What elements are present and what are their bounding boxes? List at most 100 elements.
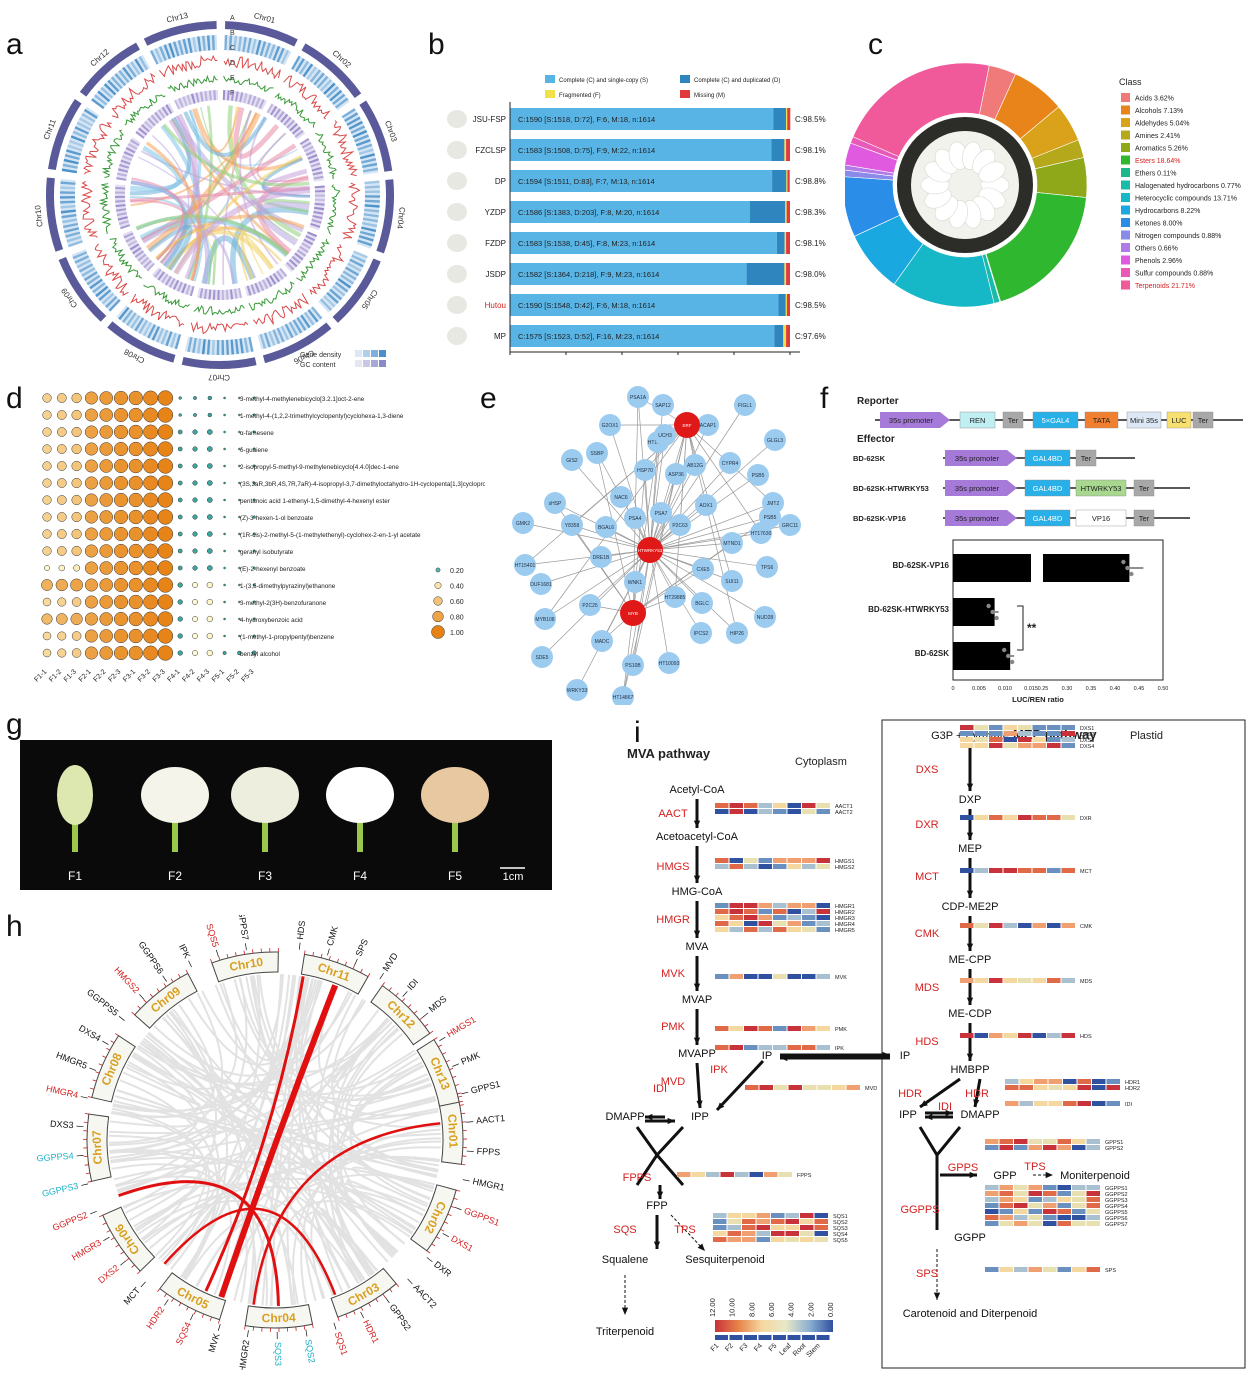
- purple-mark: [221, 289, 225, 300]
- gene-label: MVD: [381, 950, 401, 973]
- heatmap-cell: [1061, 725, 1075, 730]
- purple-mark: [243, 93, 248, 104]
- sample-label: F5-2: [226, 668, 241, 683]
- heatmap-cell: [773, 921, 787, 926]
- chromosome-tick: [419, 1017, 423, 1021]
- construct-part: [1075, 479, 1127, 497]
- heatmap-gene: GPPS2: [1105, 1146, 1123, 1152]
- density-mark: [351, 254, 366, 263]
- replicate-point: [1002, 647, 1007, 653]
- gc-line: [190, 320, 249, 335]
- heatmap-cell: [1003, 743, 1017, 748]
- busco-bar-D: [771, 139, 785, 161]
- construct-part-label: Ter: [1139, 484, 1150, 493]
- heatmap-cell: [744, 1045, 758, 1050]
- heatmap-cell: [1028, 1215, 1042, 1220]
- density-mark: [329, 288, 343, 301]
- arrowhead: [697, 1243, 705, 1251]
- gene-label: HMGS2: [112, 965, 141, 995]
- network-node: [652, 394, 674, 416]
- network-node: [566, 679, 588, 701]
- heatmap-cell: [785, 1213, 799, 1218]
- heatmap-cell: [1086, 1215, 1100, 1220]
- bubble: [56, 495, 67, 505]
- density-mark: [303, 311, 315, 326]
- synteny-link: [129, 117, 192, 196]
- heatmap-cell: [1061, 923, 1075, 928]
- bubble: [157, 560, 174, 576]
- bar-text: C:1583 [S:1538, D:45], F:8, M:23, n:1614: [518, 239, 655, 248]
- ip-label: IP: [762, 1050, 772, 1062]
- heatmap-cell: [756, 1237, 770, 1242]
- synteny-link: [153, 992, 353, 1077]
- heatmap-gene: SQS5: [833, 1238, 848, 1244]
- bubble: [113, 560, 129, 576]
- bubble: [56, 461, 67, 471]
- network-node: [719, 452, 741, 474]
- heatmap-cell: [1092, 1079, 1106, 1084]
- purple-mark: [120, 159, 131, 165]
- bubble: [128, 526, 143, 542]
- density-mark: [91, 98, 105, 110]
- bubble: [128, 645, 143, 661]
- heatmap-cell: [1034, 1079, 1048, 1084]
- network-edge: [571, 524, 651, 551]
- chromosome-tick: [303, 1325, 306, 1330]
- density-mark: [362, 167, 379, 173]
- network-edge: [649, 441, 659, 551]
- density-mark: [334, 281, 349, 293]
- heatmap-cell: [1018, 1033, 1032, 1038]
- heatmap-gene: HDR2: [1125, 1086, 1140, 1092]
- bubble: [252, 566, 256, 570]
- construct-part-label: HTWRKY53: [1081, 484, 1122, 493]
- heatmap-cell: [985, 1221, 999, 1226]
- heatmap-gene: DXR: [1080, 816, 1092, 822]
- bubble: [42, 648, 52, 658]
- tissue-swatch: [816, 1335, 830, 1340]
- busco-bar-F: [784, 232, 787, 254]
- bubble: [177, 616, 183, 622]
- heatmap-cell: [1018, 868, 1032, 873]
- enzyme-label: GPPS: [948, 1162, 979, 1174]
- heatmap-cell: [729, 1045, 743, 1050]
- track-label: D: [230, 60, 235, 67]
- heatmap-cell: [773, 915, 787, 920]
- chromosome-tick: [170, 978, 174, 983]
- heatmap-cell: [816, 858, 830, 863]
- density-mark: [76, 259, 92, 269]
- heatmap-cell: [788, 1085, 802, 1090]
- node-label: PSB5: [752, 473, 765, 479]
- heatmap-cell: [960, 923, 974, 928]
- chromosome-label: Chr10: [228, 955, 264, 974]
- purple-mark: [119, 163, 130, 169]
- bubble: [84, 476, 98, 490]
- synteny-link: [345, 1179, 424, 1231]
- purple-mark: [115, 191, 126, 194]
- legend-label: Alcohols 7.13%: [1135, 108, 1183, 115]
- density-mark: [216, 339, 220, 355]
- tissue-swatch: [744, 1335, 757, 1340]
- sample-label: F2-1: [78, 668, 93, 683]
- synteny-link: [310, 1190, 424, 1300]
- legend-label: Heterocyclic compounds 13.71%: [1135, 196, 1237, 203]
- hub-label: HTWRKY53: [638, 548, 663, 553]
- purple-mark: [116, 208, 127, 212]
- density-mark: [364, 204, 380, 208]
- density-mark: [347, 262, 362, 272]
- purple-mark: [273, 108, 281, 118]
- chromosome-tick: [90, 1087, 95, 1090]
- chromosome-tick: [395, 992, 399, 997]
- track-label: B: [230, 30, 235, 37]
- chromosome-tick: [336, 958, 339, 963]
- purple-mark: [314, 202, 325, 206]
- enzyme-label: HMGS: [657, 861, 690, 873]
- heatmap-cell: [960, 725, 974, 730]
- heatmap-cell: [974, 731, 988, 736]
- bar-category: BD-62SK-HTWRKY53: [868, 605, 949, 614]
- heatmap-cell: [1014, 1145, 1028, 1150]
- density-mark: [358, 148, 374, 155]
- node-label: sHSP: [549, 501, 562, 507]
- hub-node: [674, 412, 700, 438]
- construct-part: [1075, 509, 1127, 527]
